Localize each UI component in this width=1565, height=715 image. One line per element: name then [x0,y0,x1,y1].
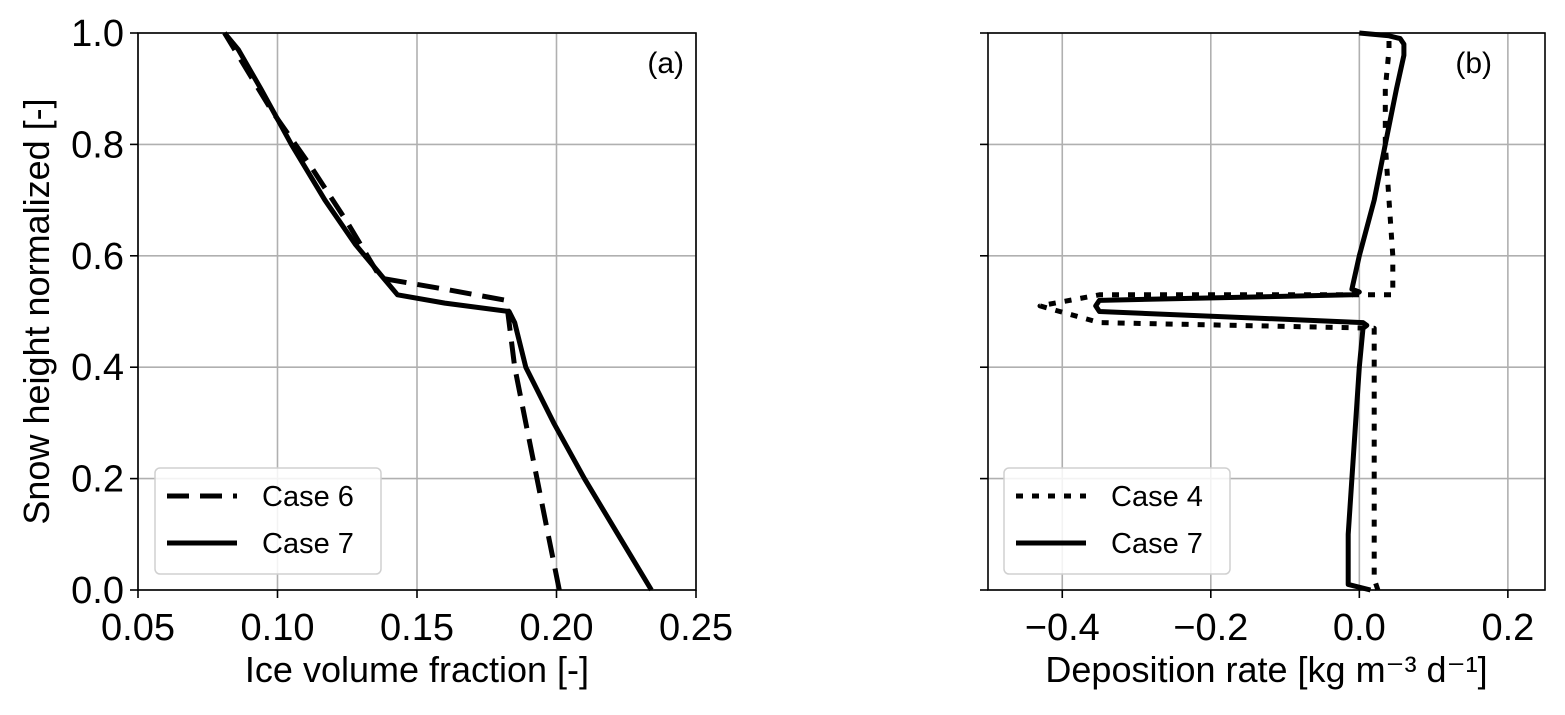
x-tick-label: 0.20 [520,607,594,649]
panel-label: (b) [1455,47,1492,80]
series-line-case-4 [1037,33,1396,591]
legend-label: Case 6 [262,481,354,513]
axes-frame [987,32,1546,591]
x-tick-label: −0.4 [1025,607,1100,649]
x-axis-label: Ice volume fraction [-] [245,649,589,690]
series-line-case-7 [222,31,654,592]
y-tick-label: 0.6 [71,236,124,278]
panel-label: (a) [647,47,684,80]
legend: Case 6 Case 7 [154,467,382,575]
y-tick-label: 0.2 [71,459,124,501]
x-tick-label: 0.15 [380,607,454,649]
y-tick-label: 0.0 [71,570,124,612]
y-tick-label: 0.4 [71,347,124,389]
y-axis-label: Snow height normalized [-] [16,98,57,524]
x-tick-label: 0.25 [659,607,733,649]
series-line-case-6 [222,31,562,591]
x-tick-label: −0.2 [1173,607,1248,649]
series-line-case-7 [1093,30,1407,593]
x-tick-label: 0.10 [241,607,315,649]
legend-label: Case 7 [1111,528,1203,560]
x-tick-label: 0.2 [1481,607,1534,649]
panel-a: 0.05 0.10 0.15 0.20 0.25 0.0 0.2 0.4 0.6 0.8 1.0 Ic… [16,13,733,690]
legend: Case 4 Case 7 [1003,467,1231,575]
y-tick-label: 1.0 [71,13,124,55]
x-axis-label: Deposition rate [kg m⁻³ d⁻¹] [1045,649,1487,690]
legend-label: Case 4 [1111,481,1203,513]
legend-label: Case 7 [262,528,354,560]
x-tick-label: 0.0 [1333,607,1386,649]
y-tick-label: 0.8 [71,124,124,166]
x-tick-label: 0.05 [101,607,175,649]
legend-box [1003,467,1231,575]
